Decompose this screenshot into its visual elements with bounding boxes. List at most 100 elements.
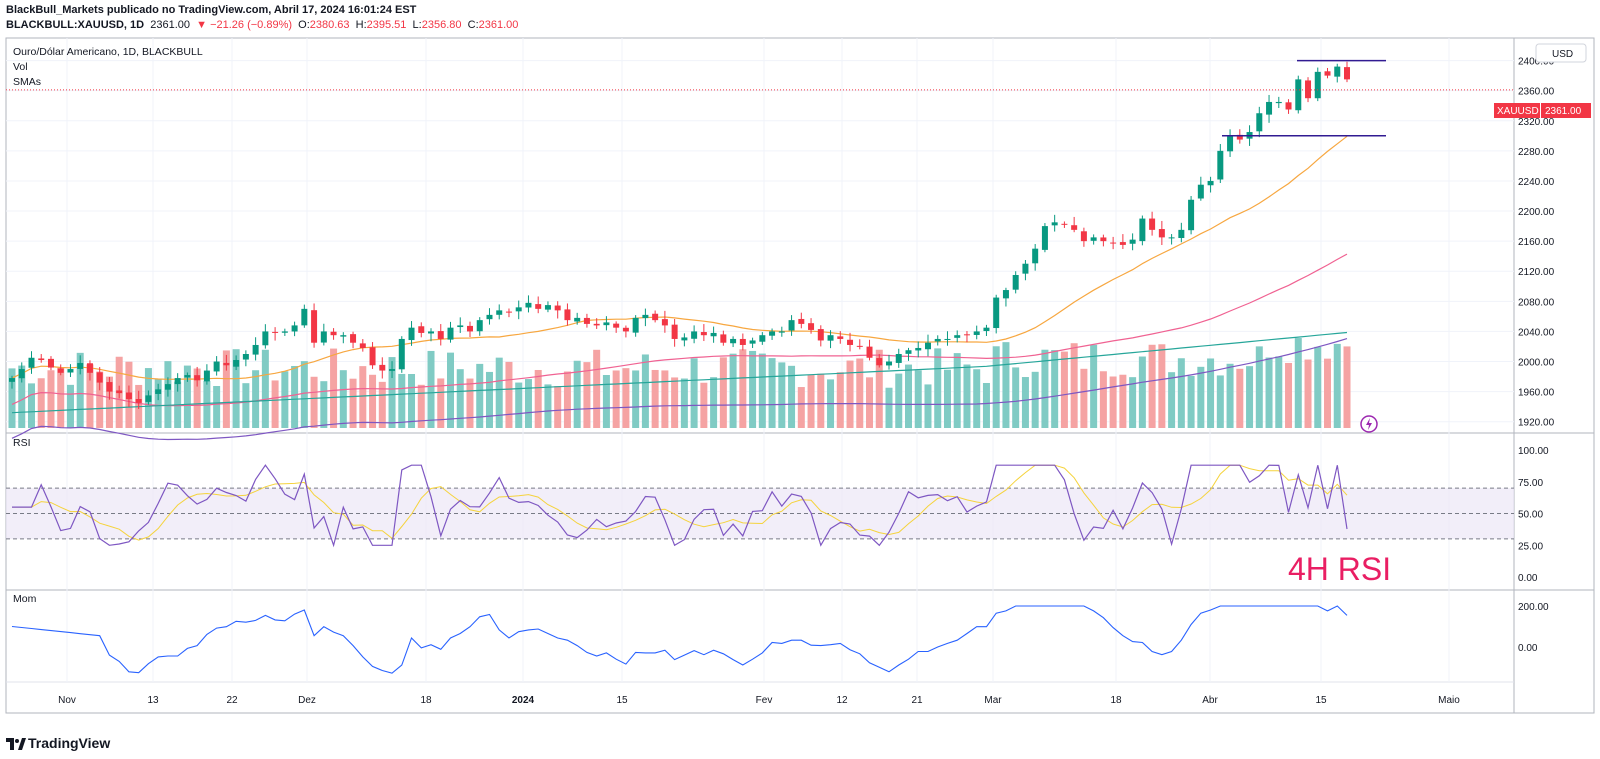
volume-bar bbox=[1051, 350, 1059, 428]
time-tick-label: 15 bbox=[616, 695, 628, 706]
candle-body bbox=[350, 334, 357, 343]
price-tick-label: 1960.00 bbox=[1518, 388, 1555, 399]
candle-body bbox=[1139, 218, 1146, 242]
candle-body bbox=[583, 317, 590, 324]
volume-bar bbox=[505, 361, 513, 428]
candle-body bbox=[778, 331, 785, 333]
horizontal-levels[interactable] bbox=[6, 59, 1514, 137]
candle-body bbox=[808, 323, 815, 330]
symbol-badge-text: XAUUSD bbox=[1497, 106, 1539, 117]
footer-brand: TradingView bbox=[6, 735, 110, 751]
candle-body bbox=[886, 361, 893, 366]
volume-bar bbox=[252, 370, 260, 428]
candle-body bbox=[9, 378, 15, 382]
candle-body bbox=[272, 331, 279, 333]
candle-body bbox=[837, 336, 844, 339]
candle-body bbox=[1061, 223, 1068, 225]
candle-body bbox=[1266, 101, 1273, 115]
candle-body bbox=[934, 338, 941, 342]
volume-bar bbox=[622, 368, 630, 428]
rsi-tick-label: 50.00 bbox=[1518, 510, 1543, 521]
candle-body bbox=[1305, 80, 1312, 99]
volume-bar bbox=[466, 378, 474, 428]
volume-bar bbox=[1138, 356, 1146, 428]
volume-bar bbox=[778, 362, 786, 428]
time-tick-label: 15 bbox=[1315, 695, 1327, 706]
time-tick-label: Dez bbox=[298, 695, 316, 706]
rsi-label[interactable]: RSI bbox=[13, 437, 31, 449]
candle-body bbox=[203, 370, 210, 382]
volume-bar bbox=[1294, 338, 1302, 428]
volume-bar bbox=[904, 364, 912, 428]
candle-body bbox=[18, 369, 25, 379]
rsi-line bbox=[12, 464, 1348, 548]
candle-body bbox=[856, 345, 863, 347]
volume-bars bbox=[8, 338, 1351, 428]
candle-body bbox=[1197, 184, 1204, 199]
low-value: 2356.80 bbox=[421, 19, 462, 31]
price-tick-label: 2360.00 bbox=[1518, 87, 1555, 98]
price-tick-label: 1920.00 bbox=[1518, 418, 1555, 429]
candle-body bbox=[457, 325, 464, 328]
candle-body bbox=[739, 338, 746, 345]
candle-body bbox=[1129, 239, 1136, 244]
chart-frame bbox=[5, 37, 1595, 714]
volume-bar bbox=[320, 381, 328, 428]
volume-bar bbox=[866, 377, 874, 428]
candle-body bbox=[320, 331, 327, 343]
volume-bar bbox=[1060, 351, 1068, 428]
rsi-tick-label: 25.00 bbox=[1518, 541, 1543, 552]
candle-body bbox=[661, 319, 668, 326]
candle-body bbox=[574, 317, 581, 322]
volume-bar bbox=[1002, 342, 1010, 428]
currency-button[interactable] bbox=[1535, 43, 1587, 63]
candle-body bbox=[174, 378, 181, 385]
lightning-bolt-shape bbox=[1366, 418, 1372, 430]
volume-bar bbox=[456, 369, 464, 428]
smas-label[interactable]: SMAs bbox=[13, 76, 41, 88]
sma-50-line bbox=[11, 253, 1348, 407]
candle-body bbox=[1071, 225, 1078, 230]
time-tick-label: 18 bbox=[1110, 695, 1122, 706]
candle-body bbox=[1110, 242, 1117, 244]
vol-label[interactable]: Vol bbox=[13, 61, 28, 73]
axis-labels: 2400.00 2360.00 2320.00 2280.00 2240.00 2200.… bbox=[58, 57, 1554, 706]
volume-bar bbox=[554, 386, 562, 428]
candle-body bbox=[954, 335, 961, 338]
candle-body bbox=[632, 317, 639, 333]
volume-bar bbox=[1080, 368, 1088, 428]
candle-body bbox=[301, 308, 308, 326]
candle-body bbox=[1119, 242, 1126, 245]
candle-body bbox=[798, 318, 805, 324]
time-tick-label: 18 bbox=[420, 695, 432, 706]
volume-bar bbox=[1265, 357, 1273, 428]
candle-body bbox=[847, 339, 854, 345]
volume-bar bbox=[1285, 362, 1293, 428]
momentum-indicator bbox=[11, 605, 1348, 674]
volume-bar bbox=[749, 350, 757, 428]
volume-bar bbox=[710, 377, 718, 428]
mom-label[interactable]: Mom bbox=[13, 593, 37, 605]
candle-body bbox=[213, 361, 220, 372]
candle-body bbox=[564, 309, 571, 321]
candle-body bbox=[1217, 150, 1224, 180]
volume-bar bbox=[895, 373, 903, 428]
candle-body bbox=[1178, 229, 1185, 238]
volume-bar bbox=[222, 350, 230, 428]
volume-bar bbox=[768, 358, 776, 428]
candle-body bbox=[642, 314, 649, 319]
volume-bar bbox=[232, 349, 240, 428]
sma-20-line bbox=[11, 135, 1348, 380]
candle-body bbox=[194, 375, 201, 381]
volume-bar bbox=[934, 348, 942, 428]
candle-body bbox=[1158, 229, 1165, 238]
candle-body bbox=[788, 320, 795, 331]
candle-body bbox=[1090, 237, 1097, 241]
volume-bar bbox=[1090, 344, 1098, 428]
volume-bar bbox=[1177, 358, 1185, 428]
volume-bar bbox=[836, 372, 844, 428]
candle-body bbox=[1285, 102, 1292, 110]
time-tick-label: 12 bbox=[836, 695, 848, 706]
candle-body bbox=[749, 340, 756, 344]
